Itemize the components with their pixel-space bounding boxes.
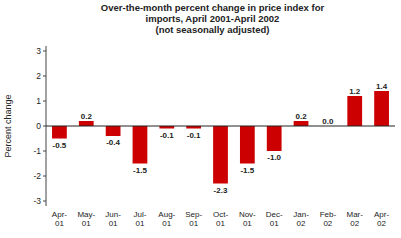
chart-svg: Over-the-month percent change in price i… xyxy=(0,0,401,238)
x-tick-label: Dec-01 xyxy=(266,210,283,228)
y-tick xyxy=(43,51,46,52)
y-axis-label: Percent change xyxy=(3,94,13,157)
y-tick xyxy=(43,126,46,127)
y-tick xyxy=(43,201,46,202)
bar xyxy=(213,126,228,184)
y-tick-label: 1 xyxy=(36,96,41,106)
data-label: -0.1 xyxy=(187,131,201,140)
bar xyxy=(52,126,67,139)
chart-container: Over-the-month percent change in price i… xyxy=(0,0,401,238)
y-tick xyxy=(43,176,46,177)
bar xyxy=(240,126,255,164)
data-label: 1.2 xyxy=(349,87,361,96)
data-label: 0.2 xyxy=(295,112,307,121)
data-label: -0.4 xyxy=(106,138,120,147)
x-tick-label: Jul-01 xyxy=(134,210,147,228)
bar xyxy=(374,91,389,126)
bar xyxy=(347,96,362,126)
data-label: -1.0 xyxy=(267,153,281,162)
bar xyxy=(294,121,309,126)
data-label: -0.1 xyxy=(160,131,174,140)
x-tick-label: Mar-02 xyxy=(347,210,364,228)
data-label: -1.5 xyxy=(133,166,147,175)
x-tick-label: Aug-01 xyxy=(158,210,175,228)
bar xyxy=(133,126,148,164)
y-tick-label: -3 xyxy=(33,196,41,206)
x-tick-label: Sep-01 xyxy=(185,210,202,228)
y-tick-label: -2 xyxy=(33,171,41,181)
bar xyxy=(79,121,94,126)
y-tick-label: 3 xyxy=(36,46,41,56)
data-label: 0.0 xyxy=(322,117,334,126)
y-tick-label: 0 xyxy=(36,121,41,131)
data-label: 0.2 xyxy=(81,112,93,121)
bars xyxy=(52,91,389,184)
x-tick-label: Jan-02 xyxy=(293,210,309,228)
y-tick xyxy=(43,151,46,152)
x-tick-label: Apr-02 xyxy=(374,210,389,228)
data-label: -1.5 xyxy=(240,166,254,175)
data-label: -2.3 xyxy=(214,186,228,195)
x-tick-label: Jun-01 xyxy=(105,210,121,228)
title: Over-the-month percent change in price i… xyxy=(101,2,325,35)
x-tick-label: May-01 xyxy=(77,210,95,228)
x-tick-label: Oct-01 xyxy=(213,210,228,228)
y-tick-label: 2 xyxy=(36,71,41,81)
y-tick-label: -1 xyxy=(33,146,41,156)
bar xyxy=(106,126,121,136)
x-tick-label: Apr-01 xyxy=(52,210,67,228)
y-tick xyxy=(43,76,46,77)
data-label: -0.5 xyxy=(53,141,67,150)
y-tick xyxy=(43,101,46,102)
x-tick-label: Feb-02 xyxy=(320,210,337,228)
zero-line xyxy=(46,126,395,127)
bar xyxy=(267,126,282,151)
data-label: 1.4 xyxy=(376,82,388,91)
x-tick-label: Nov-01 xyxy=(239,210,256,228)
